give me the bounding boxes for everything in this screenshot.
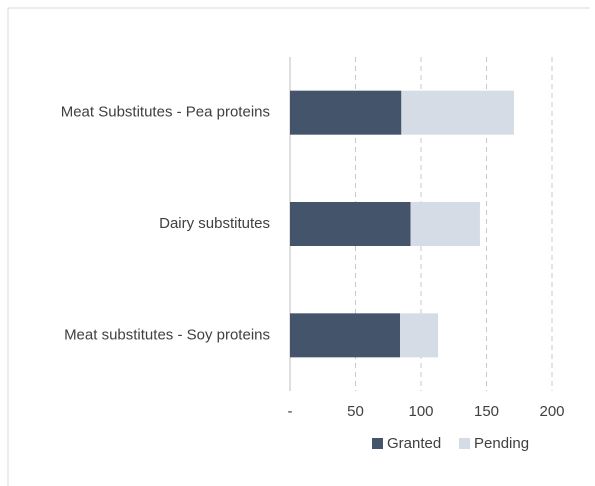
bar bbox=[410, 202, 480, 246]
bar bbox=[290, 313, 401, 358]
bar bbox=[400, 313, 439, 358]
y-tick-label: Dairy substitutes bbox=[159, 215, 270, 232]
legend-swatch bbox=[459, 438, 470, 449]
bar bbox=[290, 202, 411, 246]
bar bbox=[401, 90, 515, 135]
x-tick-label: 100 bbox=[408, 403, 433, 420]
x-tick-label: 50 bbox=[347, 403, 364, 420]
bar bbox=[290, 90, 402, 135]
frame bbox=[7, 7, 590, 486]
legend-swatch bbox=[372, 438, 383, 449]
x-tick-label: - bbox=[288, 403, 293, 420]
legend-label: Pending bbox=[474, 435, 529, 452]
y-tick-label: Meat substitutes - Soy proteins bbox=[64, 326, 270, 343]
x-tick-label: 200 bbox=[539, 403, 564, 420]
y-tick-label: Meat Substitutes - Pea proteins bbox=[61, 104, 270, 121]
x-tick-label: 150 bbox=[474, 403, 499, 420]
legend-label: Granted bbox=[387, 435, 441, 452]
